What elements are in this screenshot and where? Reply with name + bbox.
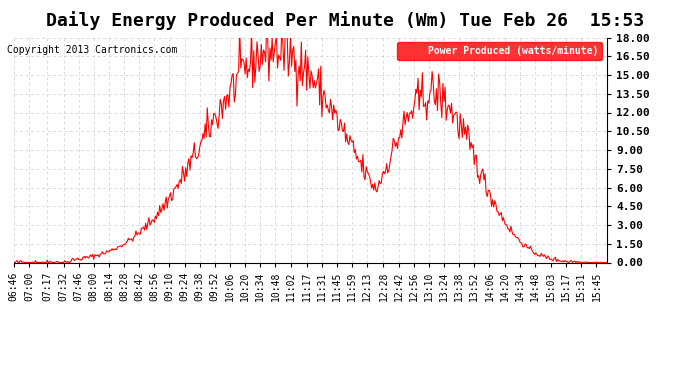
- Text: Daily Energy Produced Per Minute (Wm) Tue Feb 26  15:53: Daily Energy Produced Per Minute (Wm) Tu…: [46, 11, 644, 30]
- Text: Copyright 2013 Cartronics.com: Copyright 2013 Cartronics.com: [7, 45, 177, 55]
- Legend: Power Produced (watts/minute): Power Produced (watts/minute): [397, 42, 602, 60]
